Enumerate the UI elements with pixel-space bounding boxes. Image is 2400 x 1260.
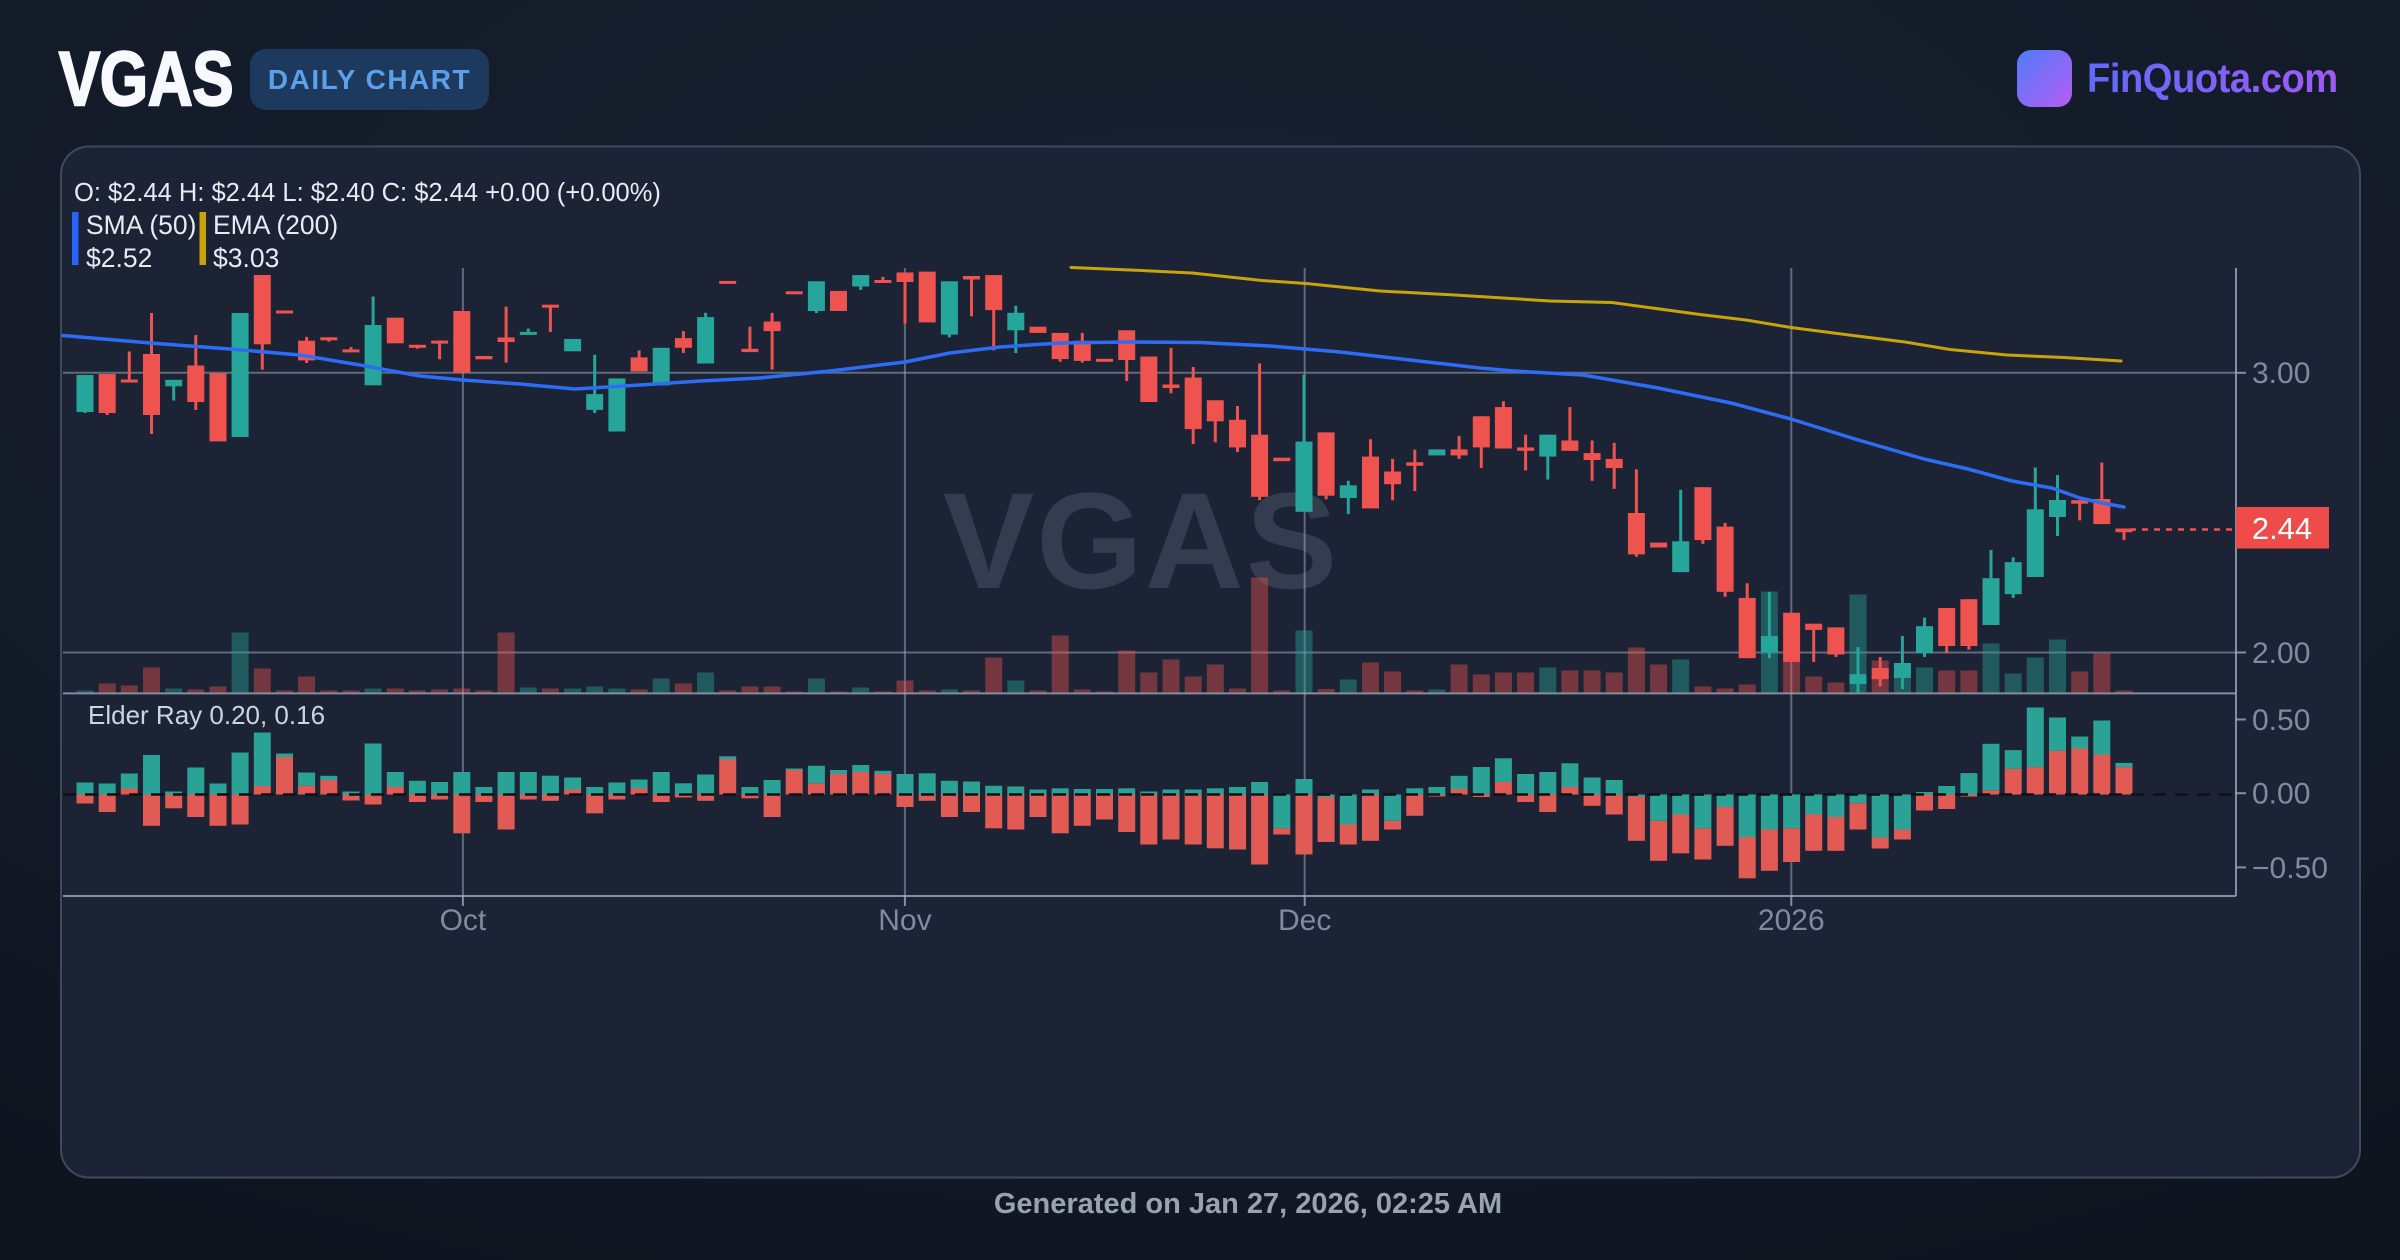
svg-text:EMA (200): EMA (200) [213,210,338,240]
svg-text:3.00: 3.00 [2252,357,2310,390]
svg-text:$2.52: $2.52 [86,243,152,273]
svg-text:VGAS: VGAS [943,465,1339,618]
svg-text:2.00: 2.00 [2252,637,2310,670]
svg-text:0.50: 0.50 [2252,704,2310,737]
svg-text:SMA (50): SMA (50) [86,210,196,240]
svg-text:$3.03: $3.03 [213,243,279,273]
svg-text:−0.50: −0.50 [2252,852,2328,885]
svg-text:0.00: 0.00 [2252,778,2310,811]
svg-text:Nov: Nov [878,904,931,937]
svg-text:Dec: Dec [1278,904,1331,937]
svg-text:Elder Ray 0.20, 0.16: Elder Ray 0.20, 0.16 [88,700,325,730]
svg-text:O: $2.44 H: $2.44 L: $2.40 C:: O: $2.44 H: $2.44 L: $2.40 C: $2.44 +0.0… [74,179,661,207]
svg-text:2026: 2026 [1758,904,1825,937]
svg-text:Oct: Oct [440,904,487,937]
svg-text:2.44: 2.44 [2252,511,2312,546]
